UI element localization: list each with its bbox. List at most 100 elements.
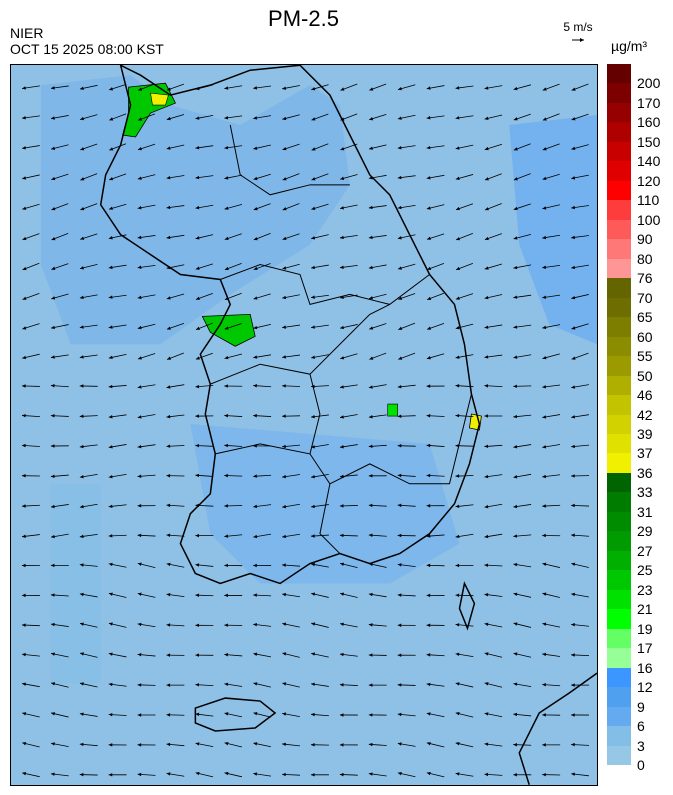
wind-arrow xyxy=(195,742,214,747)
wind-arrow xyxy=(426,653,445,657)
wind-arrow xyxy=(79,652,98,658)
wind-arrow xyxy=(195,204,214,210)
wind-arrow xyxy=(22,712,40,718)
wind-arrow xyxy=(513,712,532,717)
wind-arrow xyxy=(224,85,243,90)
wind-arrow xyxy=(426,85,445,90)
legend-label: 27 xyxy=(637,542,653,559)
wind-arrow xyxy=(397,145,416,150)
wind-arrow xyxy=(282,414,301,418)
wind-arrow xyxy=(369,113,387,121)
wind-arrow xyxy=(397,84,416,91)
wind-arrow xyxy=(50,474,69,479)
wind-arrow xyxy=(368,474,387,478)
legend-swatch xyxy=(607,550,631,571)
wind-arrow xyxy=(571,352,589,360)
wind-arrow xyxy=(282,652,300,658)
wind-arrow xyxy=(195,563,214,567)
wind-arrow xyxy=(513,113,531,121)
wind-arrow xyxy=(484,742,503,747)
wind-arrow xyxy=(282,592,300,598)
wind-arrow xyxy=(282,263,300,270)
wind-arrow xyxy=(79,384,98,388)
wind-arrow xyxy=(484,143,503,151)
wind-arrow xyxy=(22,682,40,688)
wind-arrow xyxy=(397,234,416,240)
wind-arrow xyxy=(455,712,474,718)
organization-label: NIER xyxy=(10,25,44,41)
wind-arrow xyxy=(109,173,127,181)
wind-vectors xyxy=(21,83,590,778)
legend-swatch xyxy=(607,219,631,240)
wind-arrow xyxy=(21,623,40,627)
wind-arrow xyxy=(282,533,300,539)
wind-arrow xyxy=(79,772,98,777)
wind-arrow xyxy=(426,771,445,778)
wind-arrow xyxy=(397,683,416,687)
wind-arrow xyxy=(195,533,214,538)
wind-arrow xyxy=(484,593,503,597)
wind-arrow xyxy=(79,84,98,90)
wind-arrow xyxy=(513,742,532,747)
legend-label: 70 xyxy=(637,289,653,306)
legend-swatch xyxy=(607,200,631,221)
wind-arrow xyxy=(166,205,185,210)
wind-arrow xyxy=(51,682,69,688)
wind-arrow xyxy=(368,293,387,300)
legend-swatch xyxy=(607,375,631,396)
wind-arrow xyxy=(50,533,69,539)
legend-swatch xyxy=(607,395,631,415)
wind-arrow xyxy=(22,353,40,360)
wind-arrow xyxy=(311,113,329,121)
wind-arrow xyxy=(542,204,560,210)
wind-arrow xyxy=(397,593,416,597)
wind-arrow xyxy=(253,652,272,658)
wind-arrow xyxy=(224,443,243,448)
wind-arrow xyxy=(397,175,416,180)
wind-arrow xyxy=(224,504,243,508)
legend-swatch xyxy=(607,628,631,649)
wind-arrow xyxy=(398,352,416,360)
wind-arrow xyxy=(311,444,329,449)
wind-arrow xyxy=(455,293,474,300)
hotspot-chungnam xyxy=(201,313,256,347)
wind-arrow xyxy=(108,414,127,419)
wind-arrow xyxy=(195,503,214,508)
wind-arrow xyxy=(195,263,214,270)
wind-arrow xyxy=(253,474,272,478)
wind-arrow xyxy=(253,384,272,388)
wind-arrow xyxy=(484,203,502,211)
legend-label: 6 xyxy=(637,718,645,735)
wind-arrow xyxy=(513,384,532,389)
wind-arrow xyxy=(195,292,213,300)
wind-arrow xyxy=(426,443,445,448)
wind-arrow xyxy=(253,173,271,181)
wind-arrow xyxy=(79,294,98,300)
wind-arrow xyxy=(542,234,561,240)
wind-arrow xyxy=(224,741,243,748)
wind-arrow xyxy=(311,264,329,270)
wind-arrow xyxy=(571,235,590,240)
wind-arrow xyxy=(513,592,532,598)
wind-arrow xyxy=(484,85,503,90)
wind-arrow xyxy=(195,352,213,360)
wind-arrow xyxy=(224,292,242,300)
wind-arrow xyxy=(253,263,271,271)
wind-arrow xyxy=(282,444,301,449)
wind-arrow xyxy=(80,173,98,181)
wind-arrow xyxy=(340,113,358,121)
wind-arrow xyxy=(195,234,214,240)
wind-arrow xyxy=(79,444,98,449)
wind-arrow xyxy=(427,263,445,271)
wind-arrow xyxy=(311,354,329,359)
wind-arrow xyxy=(310,414,329,419)
wind-arrow xyxy=(137,562,156,569)
wind-arrow xyxy=(397,712,416,717)
wind-arrow xyxy=(138,83,156,91)
wind-arrow xyxy=(282,233,300,241)
wind-arrow xyxy=(138,113,156,121)
legend-swatch xyxy=(607,745,631,766)
wind-arrow xyxy=(369,352,387,360)
wind-arrow xyxy=(22,203,40,210)
wind-arrow xyxy=(311,234,329,240)
